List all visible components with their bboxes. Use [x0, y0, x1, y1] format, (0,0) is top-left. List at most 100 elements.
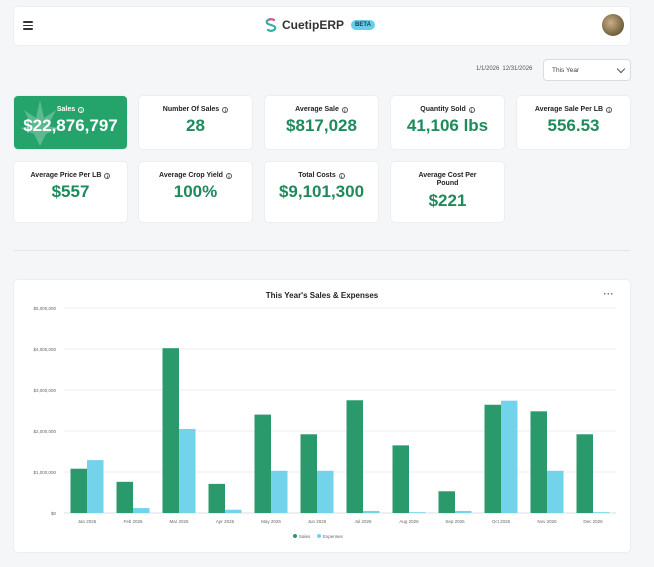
y-tick-label: $2,000,000 — [33, 429, 56, 434]
bar-expenses — [455, 510, 472, 513]
x-tick-label: Mar 2026 — [169, 519, 189, 524]
stat-value: $221 — [428, 190, 467, 210]
stat-value: 556.53 — [547, 116, 600, 136]
info-icon[interactable]: i — [341, 107, 348, 113]
stat-label: Average Sale — [295, 106, 339, 113]
bar-sales — [392, 445, 409, 513]
bar-sales — [576, 434, 593, 513]
stat-value: 28 — [186, 116, 205, 136]
stat-label: Quantity Sold — [420, 106, 466, 113]
y-tick-label: $3,000,000 — [33, 388, 56, 393]
bar-sales — [438, 491, 455, 513]
bar-expenses — [593, 512, 610, 513]
x-tick-label: Nov 2026 — [537, 519, 557, 524]
x-tick-label: Oct 2026 — [492, 519, 511, 524]
bar-expenses — [225, 509, 242, 513]
info-icon[interactable]: i — [78, 107, 85, 113]
info-icon[interactable]: i — [468, 107, 475, 113]
bar-expenses — [271, 470, 288, 513]
bar-sales — [254, 414, 271, 513]
bar-expenses — [87, 460, 104, 513]
period-select-value: This Year — [552, 67, 580, 74]
chart-title: This Year's Sales & Expenses — [265, 291, 379, 300]
stat-value: 100% — [173, 182, 218, 202]
x-tick-label: Aug 2026 — [399, 519, 419, 524]
beta-badge: BETA — [351, 20, 375, 30]
stat-label: Average Crop Yield — [159, 172, 223, 179]
legend-marker-sales — [293, 534, 297, 538]
logo-icon — [265, 18, 277, 32]
y-tick-label: $5,000,000 — [33, 306, 56, 311]
bar-sales — [530, 411, 547, 513]
x-tick-label: May 2026 — [261, 519, 281, 524]
x-tick-label: Feb 2026 — [123, 519, 143, 524]
x-tick-label: Jun 2026 — [308, 519, 327, 524]
legend-marker-expenses — [317, 534, 321, 538]
date-start[interactable]: 1/1/2026 — [476, 66, 500, 72]
stat-label: Average Cost Per Pound — [418, 172, 477, 188]
stat-card-total-costs: Total Costs i $9,101,300 — [265, 162, 378, 222]
stat-label: Average Price Per LB — [30, 172, 102, 179]
stat-card-average-sale: Average Sale i $817,028 — [265, 96, 378, 149]
y-tick-label: $0 — [51, 511, 57, 516]
bar-sales — [300, 434, 317, 513]
stat-value: 41,106 lbs — [406, 116, 489, 136]
period-select[interactable]: This Year — [543, 59, 631, 81]
bar-sales — [346, 400, 363, 513]
info-icon[interactable]: i — [225, 173, 232, 179]
x-tick-label: Jan 2026 — [78, 519, 97, 524]
bar-expenses — [501, 400, 518, 513]
x-tick-label: Jul 2026 — [354, 519, 372, 524]
x-tick-label: Sep 2026 — [445, 519, 465, 524]
more-options-icon[interactable]: ··· — [603, 289, 614, 299]
sales-expenses-chart-card: This Year's Sales & Expenses ··· $0 $1,00… — [14, 280, 630, 552]
stat-label: Sales — [56, 106, 76, 113]
menu-icon[interactable] — [23, 21, 33, 30]
stat-label: Number Of Sales — [162, 106, 220, 113]
stat-value: $22,876,797 — [23, 116, 118, 136]
legend-label-expenses: Expenses — [323, 534, 344, 539]
bar-sales — [484, 404, 501, 513]
x-tick-label: Apr 2026 — [216, 519, 235, 524]
info-icon[interactable]: i — [104, 173, 111, 179]
date-end[interactable]: 12/31/2026 — [502, 66, 533, 72]
section-divider — [14, 250, 630, 251]
bar-sales — [208, 483, 225, 513]
bar-expenses — [179, 428, 196, 513]
date-range[interactable]: 1/1/2026 12/31/2026 — [476, 66, 535, 72]
chevron-down-icon — [616, 64, 626, 74]
brand-name: CuetipERP — [282, 18, 345, 32]
info-icon[interactable]: i — [222, 107, 229, 113]
leaf-icon — [20, 100, 60, 146]
stat-card-average-sale-per-lb: Average Sale Per LB i 556.53 — [517, 96, 630, 149]
stat-label: Total Costs — [298, 172, 336, 179]
x-tick-label: Dec 2026 — [583, 519, 603, 524]
stat-value: $9,101,300 — [278, 182, 365, 202]
bar-chart: $0 $1,000,000 $2,000,000 $3,000,000 $4,000,0… — [33, 306, 616, 539]
stat-value: $817,028 — [286, 116, 357, 136]
stat-value: $557 — [51, 182, 90, 202]
y-tick-label: $4,000,000 — [33, 347, 56, 352]
bar-expenses — [133, 508, 150, 513]
bar-sales — [116, 481, 133, 513]
stat-card-average-cost-per-pound: Average Cost Per Pound $221 — [391, 162, 504, 222]
legend-label-sales: Sales — [299, 534, 311, 539]
stat-card-quantity-sold: Quantity Sold i 41,106 lbs — [391, 96, 504, 149]
bar-sales — [70, 468, 87, 513]
bar-sales — [162, 348, 179, 513]
info-icon[interactable]: i — [338, 173, 345, 179]
bar-expenses — [317, 470, 334, 513]
info-icon[interactable]: i — [606, 107, 613, 113]
stat-card-average-price-per-lb: Average Price Per LB i $557 — [14, 162, 127, 222]
stat-card-number-of-sales: Number Of Sales i 28 — [139, 96, 252, 149]
stat-card-average-crop-yield: Average Crop Yield i 100% — [139, 162, 252, 222]
bar-expenses — [547, 470, 564, 513]
stat-card-sales: Sales i $22,876,797 — [14, 96, 127, 149]
top-bar: CuetipERP BETA — [14, 7, 630, 45]
brand-logo[interactable]: CuetipERP BETA — [264, 17, 375, 33]
stat-label: Average Sale Per LB — [534, 106, 604, 113]
bar-expenses — [363, 510, 380, 513]
bar-expenses — [409, 512, 426, 513]
user-avatar[interactable] — [602, 14, 624, 36]
y-tick-label: $1,000,000 — [33, 470, 56, 475]
